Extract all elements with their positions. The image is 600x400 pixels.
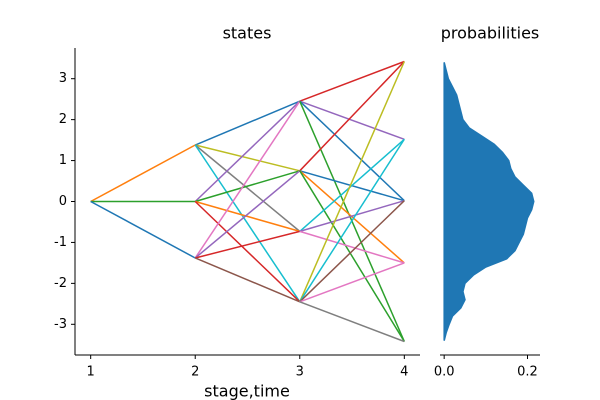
x-tick-label: 2: [191, 365, 199, 380]
tree-edge: [90, 144, 196, 203]
tree-edge: [299, 138, 405, 303]
y-tick-label: -1: [54, 235, 67, 250]
tree-edge: [299, 61, 406, 303]
tree-edge: [299, 170, 405, 342]
tree-edge: [194, 144, 301, 232]
tree-edge: [195, 144, 300, 172]
tree-edge: [194, 170, 301, 259]
tree-edge: [194, 100, 301, 259]
tree-edge: [194, 257, 301, 303]
tree-edge: [299, 138, 405, 232]
tree-edge: [299, 200, 405, 303]
x-tick-label: 0.0: [434, 365, 455, 380]
tree-edge: [299, 170, 405, 264]
x-tick-label: 3: [296, 365, 304, 380]
tree-edge: [90, 200, 196, 259]
tree-edge: [194, 144, 301, 303]
y-tick-label: 1: [59, 153, 67, 168]
y-tick-label: -2: [54, 276, 67, 291]
chart-title: probabilities: [441, 24, 540, 43]
y-tick-label: 2: [59, 112, 67, 127]
y-tick-label: 3: [59, 71, 67, 86]
tree-edge: [299, 100, 405, 202]
y-tick-label: -3: [54, 317, 67, 332]
tree-edge: [194, 100, 301, 203]
tree-edge: [299, 100, 405, 140]
tree-edge: [299, 301, 405, 343]
tree-edge: [195, 230, 300, 259]
tree-edge: [299, 262, 405, 303]
tree-edge: [194, 100, 301, 146]
tree-edge: [299, 60, 405, 172]
tree-edge: [195, 170, 300, 203]
tree-edge: [299, 199, 405, 233]
chart-title: states: [223, 24, 272, 43]
x-tick-label: 0.2: [517, 365, 538, 380]
tree-edge: [194, 200, 301, 303]
y-tick-label: 0: [59, 194, 67, 209]
tree-edge: [195, 200, 300, 233]
x-tick-label: 4: [400, 365, 408, 380]
tree-edge: [299, 230, 405, 264]
tree-edge: [299, 60, 405, 102]
x-axis-label: stage,time: [204, 382, 290, 400]
density-area: [443, 62, 535, 341]
x-tick-label: 1: [87, 365, 95, 380]
